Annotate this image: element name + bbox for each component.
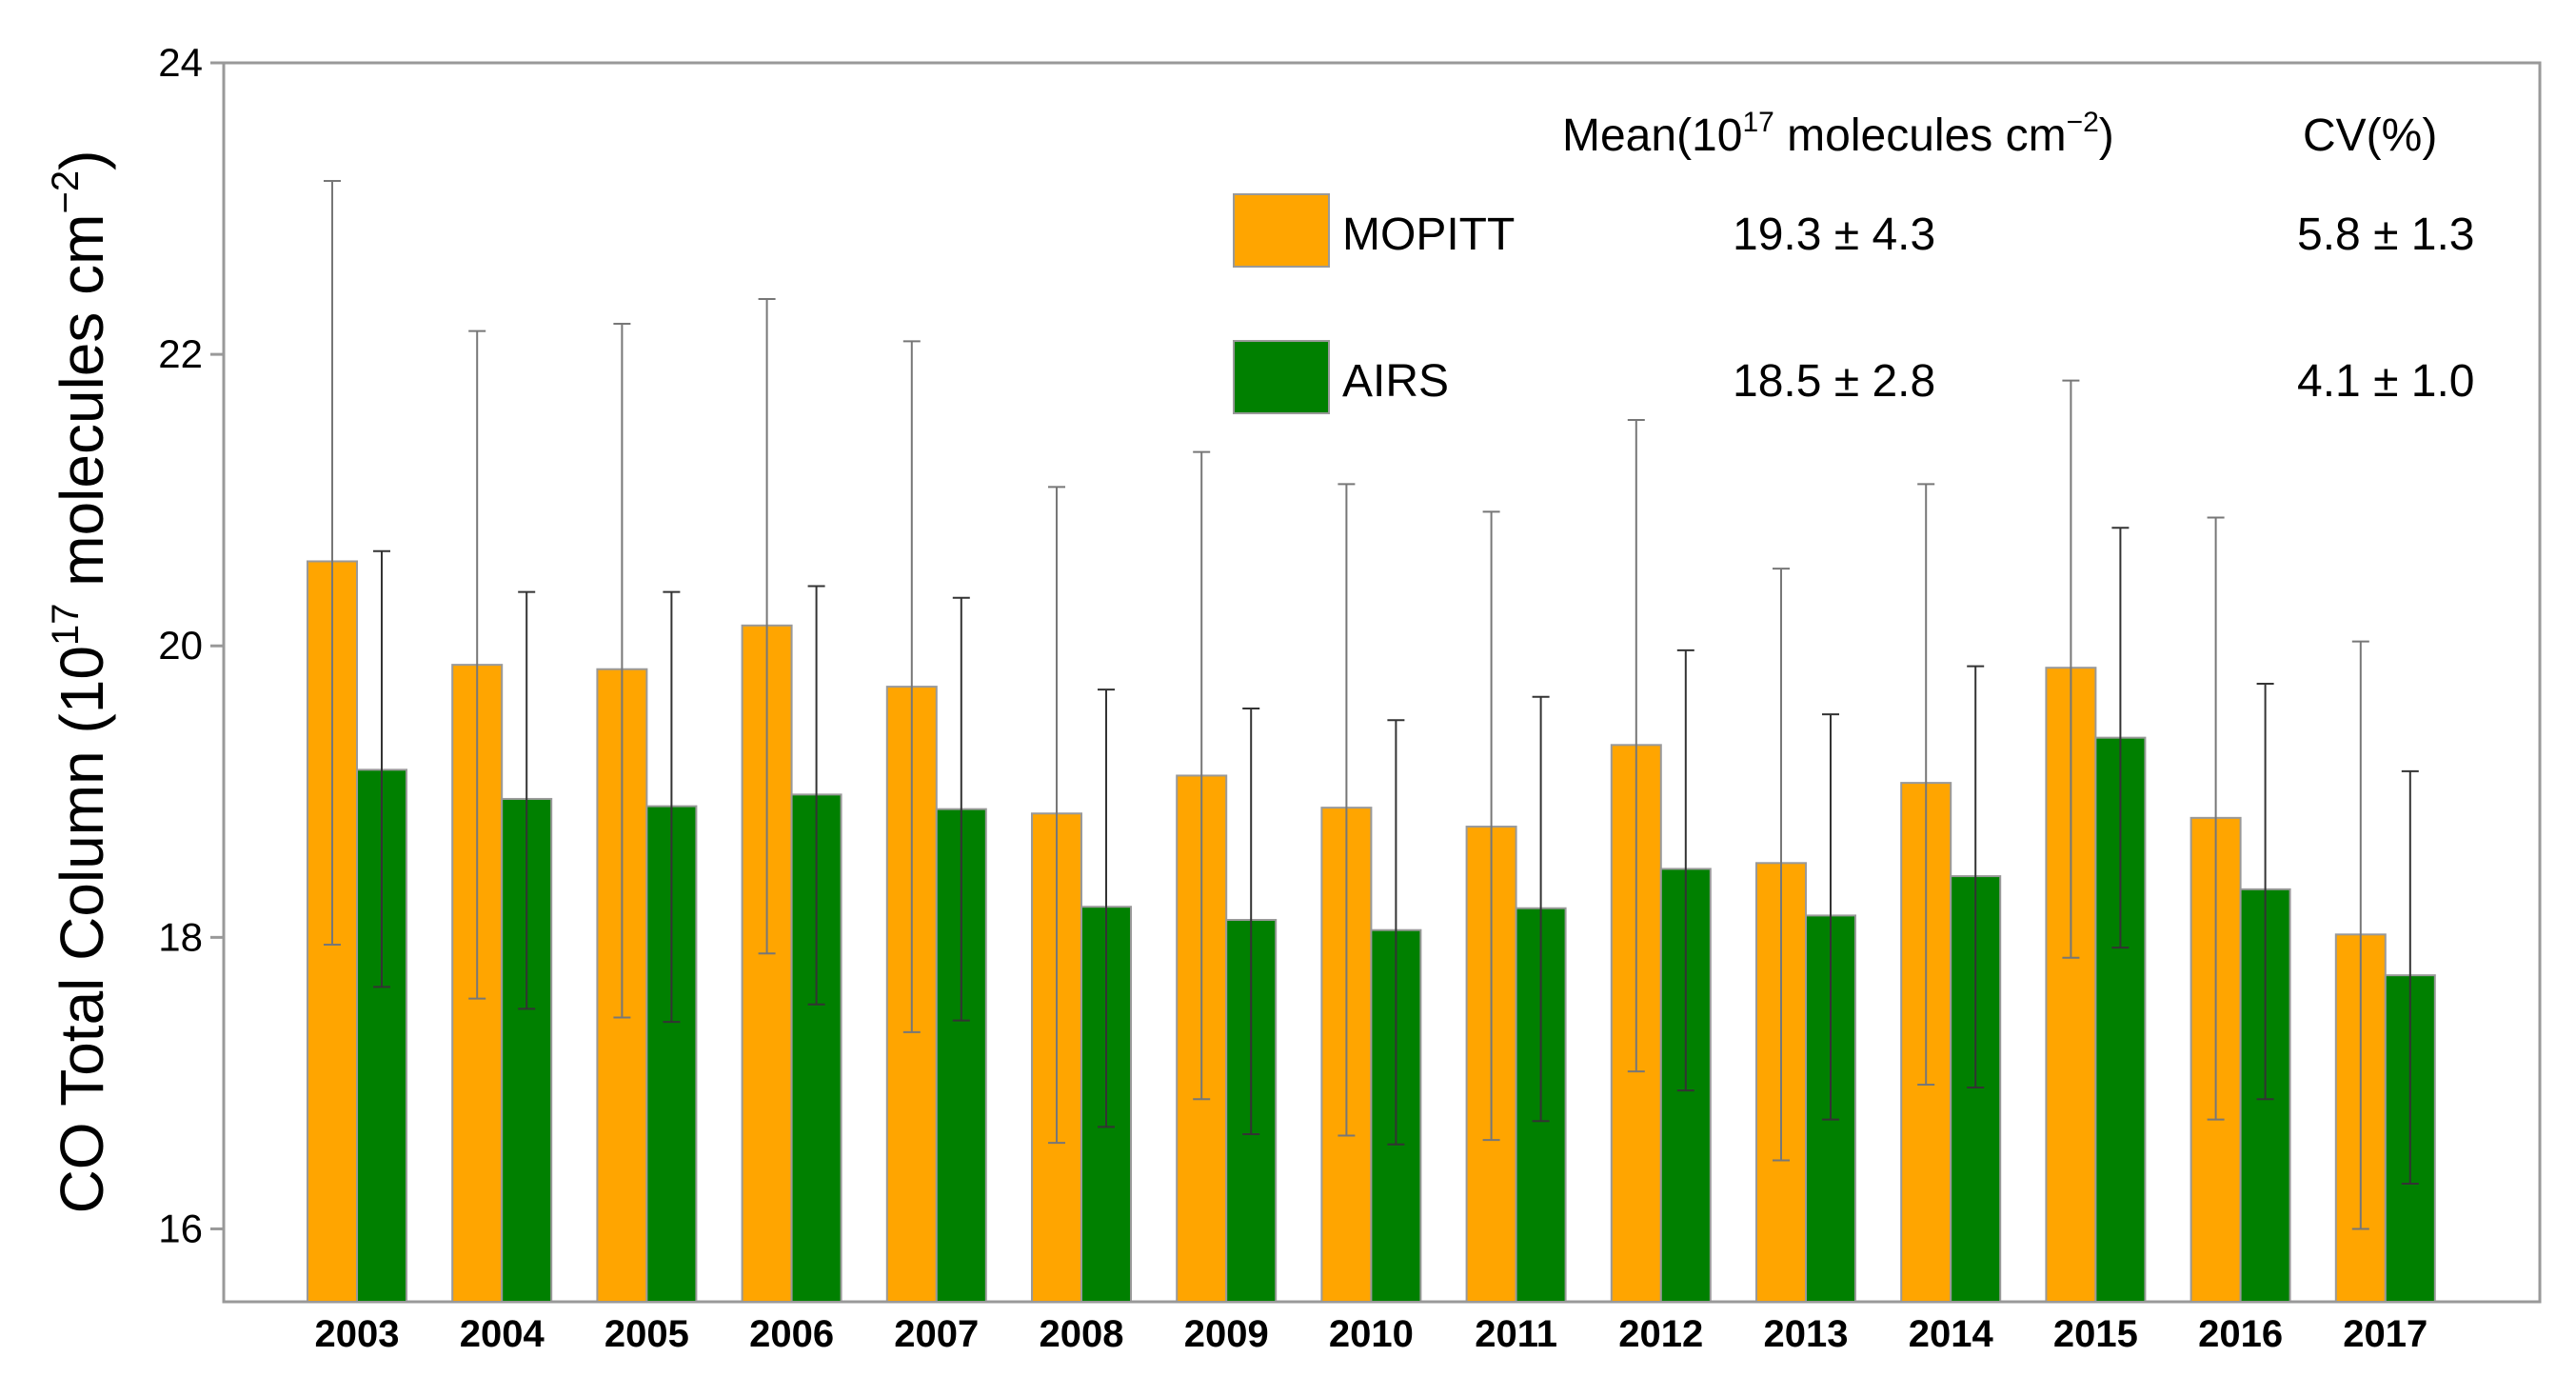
error-bar-mopitt-2010 [1338, 483, 1356, 1137]
x-tick-label-2007: 2007 [894, 1313, 979, 1355]
x-tick-label-2016: 2016 [2198, 1313, 2283, 1355]
error-bar-airs-2006 [807, 585, 825, 1006]
y-tick-label: 24 [158, 40, 203, 85]
error-bar-airs-2012 [1676, 649, 1694, 1092]
error-bar-airs-2013 [1822, 713, 1839, 1121]
legend-label-mopitt: MOPITT [1342, 210, 1515, 260]
error-bar-mopitt-2011 [1482, 510, 1500, 1142]
error-bar-mopitt-2004 [468, 329, 486, 1000]
legend-mean-mopitt: 19.3 ± 4.3 [1733, 210, 1935, 260]
x-tick-label-2006: 2006 [749, 1313, 834, 1355]
x-tick-label-2012: 2012 [1618, 1313, 1703, 1355]
error-bar-airs-2011 [1532, 695, 1550, 1123]
legend-cv-mopitt: 5.8 ± 1.3 [2297, 210, 2474, 260]
error-bar-airs-2017 [2401, 769, 2419, 1186]
x-tick-label-2003: 2003 [315, 1313, 400, 1355]
error-bar-mopitt-2008 [1048, 486, 1065, 1145]
error-bar-mopitt-2007 [902, 340, 921, 1033]
legend-header-mean: Mean(1017 molecules cm−2) [1562, 107, 2114, 161]
x-tick-label-2009: 2009 [1184, 1313, 1269, 1355]
y-tick-label: 20 [158, 623, 203, 668]
error-bar-airs-2005 [663, 590, 681, 1024]
error-bar-mopitt-2012 [1627, 418, 1645, 1073]
x-tick-label-2005: 2005 [604, 1313, 689, 1355]
error-bar-airs-2015 [2111, 527, 2130, 949]
error-bar-airs-2004 [518, 590, 536, 1010]
legend-mean-airs: 18.5 ± 2.8 [1733, 356, 1935, 407]
error-bar-airs-2007 [952, 596, 970, 1022]
error-bar-airs-2016 [2256, 683, 2274, 1101]
x-tick-label-2015: 2015 [2053, 1313, 2138, 1355]
error-bar-airs-2003 [373, 549, 390, 988]
legend-swatch-airs [1233, 340, 1330, 414]
error-bar-mopitt-2009 [1193, 450, 1211, 1101]
x-tick-label-2017: 2017 [2343, 1313, 2427, 1355]
x-tick-label-2011: 2011 [1475, 1313, 1557, 1355]
legend-cv-airs: 4.1 ± 1.0 [2297, 356, 2474, 407]
error-bar-mopitt-2003 [324, 179, 341, 947]
error-bar-mopitt-2014 [1917, 483, 1935, 1086]
error-bar-mopitt-2006 [758, 297, 776, 955]
y-axis-title: CO Total Column (1017 molecules cm−2) [45, 150, 116, 1214]
y-tick-label: 18 [158, 914, 203, 959]
error-bar-airs-2008 [1098, 688, 1115, 1128]
legend: Mean(1017 molecules cm−2) CV(%) MOPITT 1… [1233, 107, 2474, 414]
error-bar-mopitt-2005 [613, 322, 631, 1019]
x-tick-label-2010: 2010 [1329, 1313, 1414, 1355]
error-bar-mopitt-2013 [1773, 568, 1790, 1162]
legend-swatch-mopitt [1233, 193, 1330, 268]
x-tick-label-2004: 2004 [460, 1313, 545, 1355]
error-bar-airs-2014 [1967, 665, 1985, 1089]
x-tick-label-2013: 2013 [1764, 1313, 1849, 1355]
y-tick-label: 16 [158, 1206, 203, 1250]
y-axis: 16 18 20 22 24 [158, 40, 224, 1250]
x-tick-label-2014: 2014 [1909, 1313, 1994, 1355]
error-bar-mopitt-2016 [2207, 516, 2225, 1121]
x-tick-label-2008: 2008 [1040, 1313, 1124, 1355]
legend-label-airs: AIRS [1342, 356, 1449, 407]
y-tick-label: 22 [158, 331, 203, 376]
error-bar-mopitt-2017 [2351, 640, 2369, 1230]
legend-header-cv: CV(%) [2303, 110, 2437, 161]
error-bar-airs-2010 [1387, 719, 1405, 1146]
error-bar-airs-2009 [1242, 708, 1260, 1135]
error-bar-mopitt-2015 [2062, 379, 2080, 959]
error-bars [324, 179, 2419, 1230]
x-axis: 2003 2004 2005 2006 2007 2008 2009 2010 2011 2012… [315, 1313, 2428, 1355]
